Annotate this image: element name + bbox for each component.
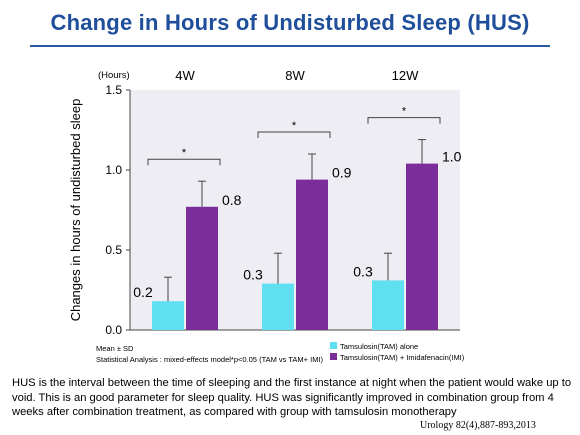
significance-bracket <box>367 117 441 124</box>
y-tick-label: 1.5 <box>105 83 122 97</box>
data-label: 0.8 <box>222 192 242 208</box>
footnote-text: HUS is the interval between the time of … <box>12 377 572 419</box>
bar <box>186 206 218 330</box>
data-label: 0.3 <box>243 267 263 283</box>
data-label: 0.9 <box>332 165 352 181</box>
data-label: 0.2 <box>133 284 153 300</box>
hus-bar-chart: (Hours) Changes in hours of undisturbed … <box>68 68 465 364</box>
legend-label: Tamsulosin(TAM) + Imidafenacin(IMI) <box>340 353 465 362</box>
title-divider <box>30 45 550 47</box>
legend-swatch <box>330 353 337 360</box>
category-label: 12W <box>392 68 419 83</box>
y-tick-label: 1.0 <box>105 163 122 177</box>
significance-bracket <box>147 158 221 166</box>
slide-title: Change in Hours of Undisturbed Sleep (HU… <box>50 10 530 35</box>
legend-label: Tamsulosin(TAM) alone <box>340 342 418 351</box>
category-label: 4W <box>175 68 195 83</box>
category-label: 8W <box>285 68 305 83</box>
plot-area: 0.0 0.5 1.0 1.5 4W 0.2 0.8 * 8W 0.3 0.9 * 12W 0.3 1.0 * <box>105 68 461 337</box>
y-axis-title: Changes in hours of undisturbed sleep <box>68 99 83 322</box>
bar <box>296 179 328 330</box>
bar <box>152 301 184 330</box>
significance-marker: * <box>182 147 187 159</box>
bar <box>406 163 438 330</box>
data-label: 0.3 <box>353 263 373 279</box>
significance-bracket <box>257 131 331 138</box>
plot-background <box>130 90 460 330</box>
bar <box>262 283 294 330</box>
data-label: 1.0 <box>442 149 462 165</box>
citation: Urology 82(4),887-893,2013 <box>420 420 536 431</box>
y-tick-label: 0.0 <box>105 323 122 337</box>
statistical-note: Statistical Analysis : mixed-effects mod… <box>96 355 324 364</box>
bar <box>372 280 404 330</box>
significance-marker: * <box>402 106 407 118</box>
y-tick-label: 0.5 <box>105 243 122 257</box>
y-unit-label: (Hours) <box>98 70 130 81</box>
significance-marker: * <box>292 120 297 132</box>
mean-sd-note: Mean ± SD <box>96 344 134 353</box>
legend-swatch <box>330 342 337 349</box>
chart-legend: Tamsulosin(TAM) alone Tamsulosin(TAM) + I… <box>330 342 465 362</box>
